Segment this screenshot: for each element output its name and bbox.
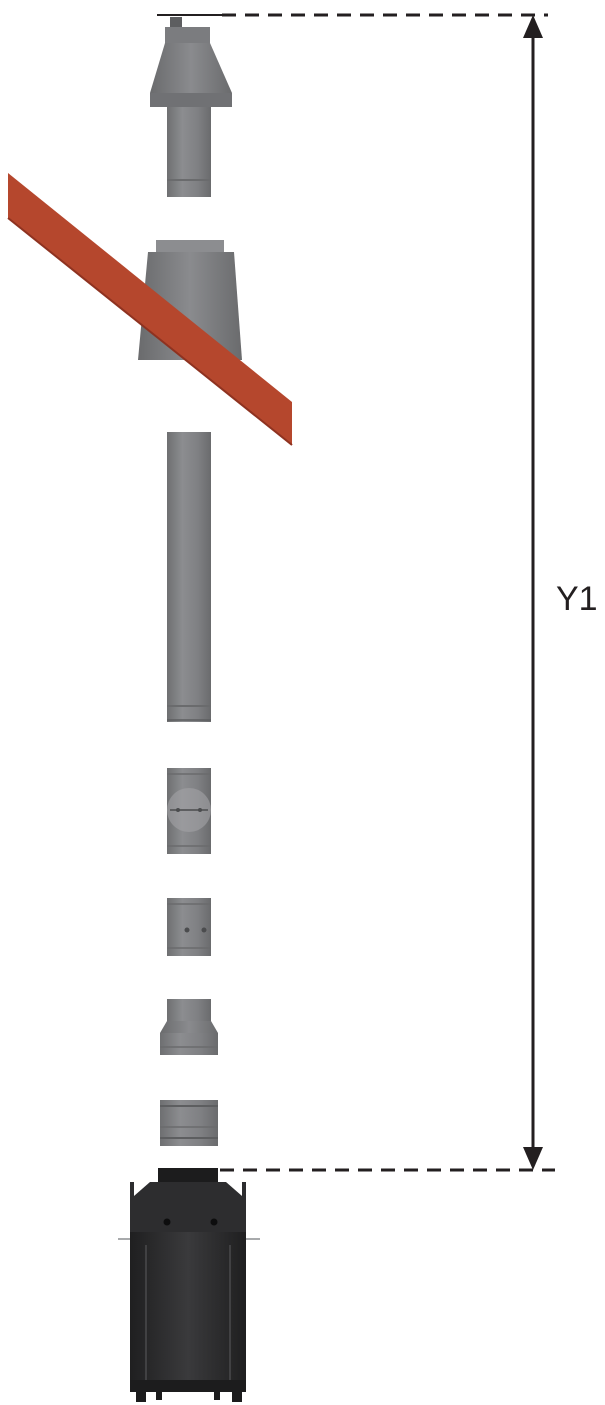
straight-pipe-long — [167, 432, 211, 722]
connector-collar — [160, 1100, 218, 1146]
dimension-arrow-up — [523, 15, 543, 38]
damper-pipe-section — [167, 768, 211, 854]
fireplace-insert — [118, 1168, 260, 1402]
short-pipe-section — [167, 898, 211, 956]
dimension-label: Y1 — [556, 580, 598, 618]
roof-section — [7, 173, 293, 446]
rain-cap — [150, 14, 232, 197]
dimension-arrow-down — [523, 1147, 543, 1170]
reducer-section — [160, 999, 218, 1055]
dimension-y1: Y1 — [220, 13, 598, 1172]
